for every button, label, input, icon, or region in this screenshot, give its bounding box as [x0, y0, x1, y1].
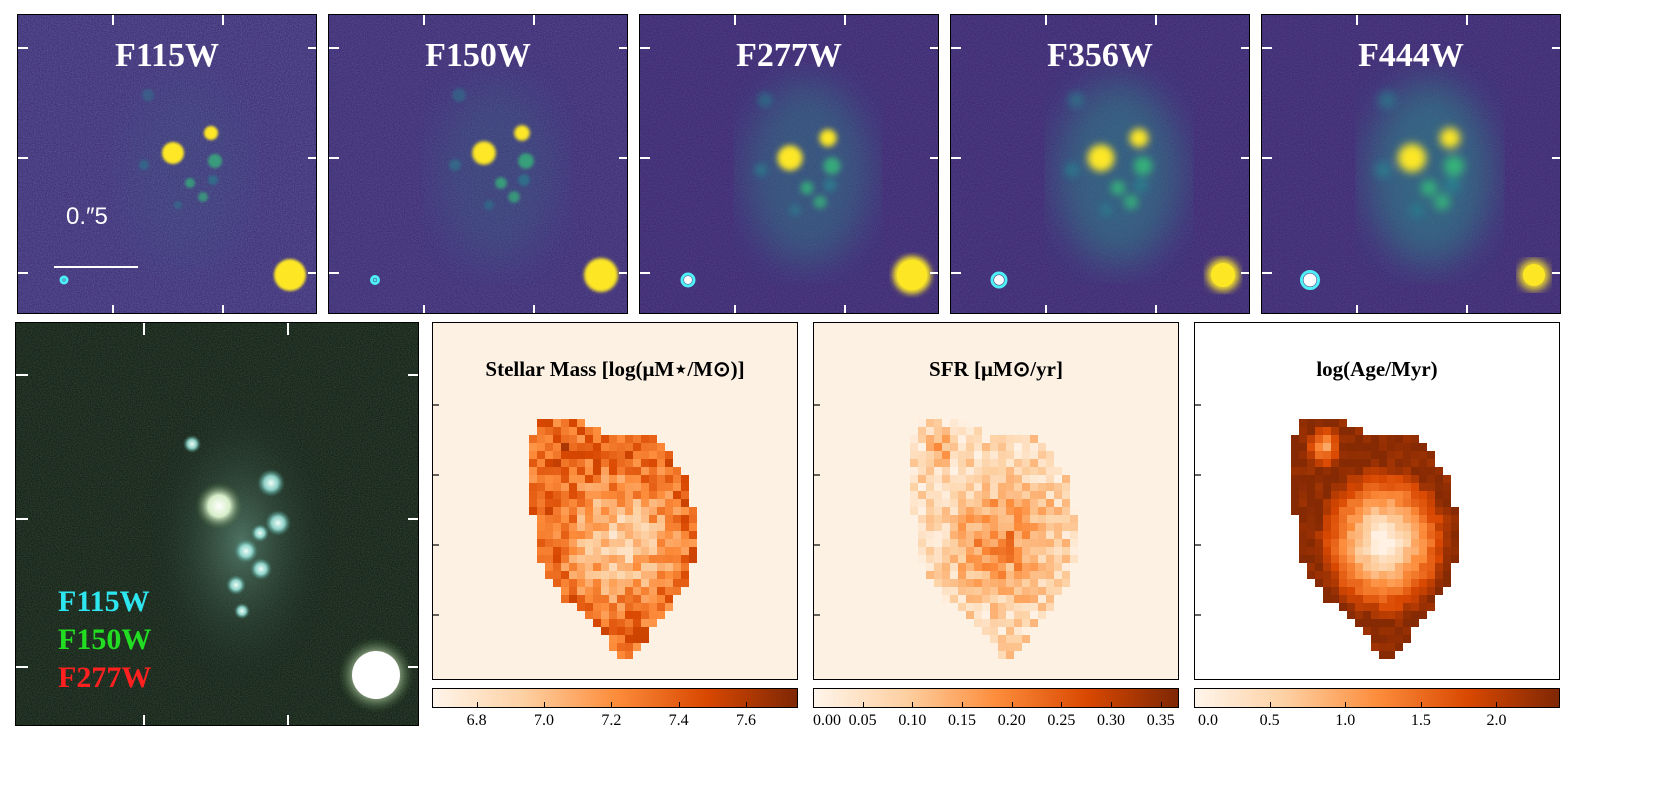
age-colorbar	[1194, 688, 1560, 708]
colorbar-tick-label: 0.0	[1198, 712, 1218, 729]
colorbar-tick-labels: 0.00 0.05 0.10 0.15 0.20 0.25 0.30 0.35	[813, 712, 1179, 734]
filter-panel-f150w: F150W	[328, 14, 628, 314]
scale-bar	[54, 266, 138, 268]
filter-image	[18, 15, 316, 313]
colorbar-tick	[611, 702, 613, 708]
colorbar-tick	[746, 702, 748, 708]
scale-bar-label: 0.″5	[66, 203, 108, 230]
colorbar-tick	[1496, 702, 1498, 708]
colorbar-tick-label: 0.30	[1097, 712, 1126, 729]
rgb-composite-panel: F115W F150W F277W	[15, 322, 419, 726]
colorbar-tick-label: 7.6	[736, 712, 757, 729]
colorbar-tick	[1345, 702, 1347, 708]
colorbar-tick-label: 0.15	[947, 712, 976, 729]
colorbar-tick-label: 0.25	[1047, 712, 1076, 729]
filter-panel-f277w: F277W	[639, 14, 939, 314]
colorbar-tick	[912, 702, 914, 708]
map-title: SFR [μM⊙/yr]	[929, 357, 1063, 381]
filter-image	[951, 15, 1249, 313]
colorbar-tick	[1061, 702, 1063, 708]
legend-f115w: F115W	[58, 585, 150, 618]
colorbar-tick-label: 0.10	[898, 712, 927, 729]
filter-title: F277W	[736, 37, 842, 74]
rgb-composite-image	[16, 323, 418, 725]
filter-title: F150W	[425, 37, 531, 74]
colorbar-tick-label: 7.0	[533, 712, 554, 729]
map-title: log(Age/Myr)	[1316, 357, 1438, 381]
filter-panel-f444w: F444W	[1261, 14, 1561, 314]
colorbar-tick-label: 7.2	[601, 712, 622, 729]
filter-panel-f356w: F356W	[950, 14, 1250, 314]
colorbar-tick-label: 0.5	[1259, 712, 1280, 729]
filter-panel-f115w: F115W 0.″5	[17, 14, 317, 314]
colorbar-tick-label: 2.0	[1486, 712, 1507, 729]
colorbar-tick	[1269, 702, 1271, 708]
colorbar-tick-label: 0.00	[813, 712, 841, 729]
sfr-map-panel: SFR [μM⊙/yr]	[813, 322, 1179, 680]
colorbar-tick	[961, 702, 963, 708]
filter-image	[329, 15, 627, 313]
stellar-mass-map-panel: Stellar Mass [log(μM⋆/M⊙)]	[432, 322, 798, 680]
map-title: Stellar Mass [log(μM⋆/M⊙)]	[485, 357, 745, 381]
colorbar-tick	[678, 702, 680, 708]
property-map-image	[814, 404, 1078, 659]
colorbar-tick-label: 0.05	[848, 712, 877, 729]
colorbar-tick	[543, 702, 545, 708]
filter-image	[640, 15, 938, 313]
filter-title: F356W	[1047, 37, 1153, 74]
stellar-mass-colorbar	[432, 688, 798, 708]
legend-f277w: F277W	[58, 661, 152, 694]
colorbar-tick-labels: 6.8 7.0 7.2 7.4 7.6	[432, 712, 798, 734]
colorbar-tick-labels: 0.0 0.5 1.0 1.5 2.0	[1194, 712, 1560, 734]
colorbar-tick	[476, 702, 478, 708]
legend-f150w: F150W	[58, 623, 152, 656]
colorbar-tick-label: 0.20	[997, 712, 1026, 729]
colorbar-tick-label: 0.35	[1146, 712, 1175, 729]
colorbar-tick-label: 1.5	[1410, 712, 1431, 729]
colorbar-tick	[1011, 702, 1013, 708]
colorbar-tick	[1194, 702, 1195, 708]
colorbar-tick	[862, 702, 864, 708]
property-map-image	[433, 404, 697, 659]
colorbar-tick	[813, 702, 814, 708]
age-map-panel: log(Age/Myr)	[1194, 322, 1560, 680]
colorbar-tick-label: 1.0	[1335, 712, 1356, 729]
colorbar-tick-label: 7.4	[668, 712, 689, 729]
sfr-colorbar	[813, 688, 1179, 708]
filter-title: F115W	[115, 37, 219, 74]
colorbar-tick	[1420, 702, 1422, 708]
colorbar-tick-label: 6.8	[466, 712, 487, 729]
filter-image	[1262, 15, 1560, 313]
colorbar-tick	[1111, 702, 1113, 708]
filter-title: F444W	[1358, 37, 1464, 74]
colorbar-tick	[1160, 702, 1162, 708]
property-map-image	[1195, 404, 1459, 659]
